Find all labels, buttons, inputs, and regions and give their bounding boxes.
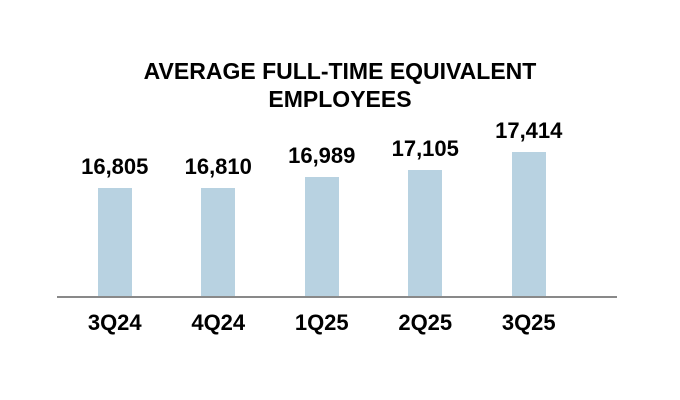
data-label-1q25: 16,989: [288, 143, 356, 168]
x-label-1q25: 1Q25: [294, 310, 349, 335]
x-axis-line: [57, 296, 617, 298]
x-label-4q24: 4Q24: [191, 310, 246, 335]
x-label-3q24: 3Q24: [87, 310, 142, 335]
bar-4q24: [201, 188, 236, 296]
data-label-2q25: 17,105: [391, 136, 459, 161]
data-label-3q24: 16,805: [81, 154, 149, 179]
bar-2q25: [408, 170, 443, 296]
bar-group-1q25: 16,989: [270, 143, 374, 296]
data-label-3q25: 17,414: [495, 118, 563, 143]
bar-group-2q25: 17,105: [374, 136, 478, 296]
bar-1q25: [304, 177, 339, 296]
x-label-3q25: 3Q25: [501, 310, 556, 335]
bar-group-3q25: 17,414: [477, 118, 581, 296]
bar-3q25: [511, 152, 546, 296]
bar-group-3q24: 16,805: [63, 154, 167, 296]
x-axis-labels: 3Q24 4Q24 1Q25 2Q25 3Q25: [63, 310, 581, 336]
data-label-4q24: 16,810: [184, 154, 252, 179]
plot-area: 16,805 16,810 16,989 17,105 17,414: [63, 118, 581, 296]
bar-3q24: [97, 188, 132, 296]
chart-title: AVERAGE FULL-TIME EQUIVALENT EMPLOYEES: [143, 58, 537, 112]
bar-group-4q24: 16,810: [167, 154, 271, 296]
x-label-2q25: 2Q25: [398, 310, 453, 335]
